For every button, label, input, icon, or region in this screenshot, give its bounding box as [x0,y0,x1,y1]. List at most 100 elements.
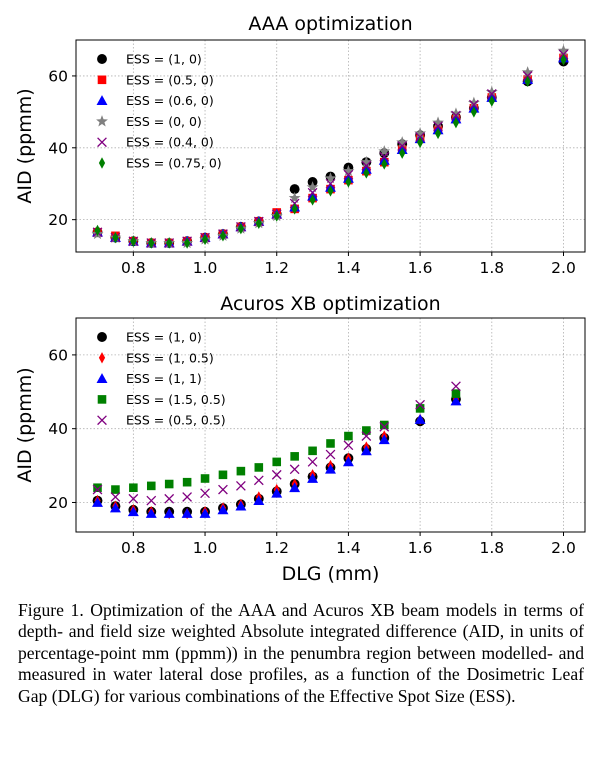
data-point [182,477,192,487]
data-point [379,421,390,432]
data-point [397,141,408,151]
data-point [467,96,480,108]
x-tick-label: 1.2 [264,259,289,277]
data-point [236,466,246,476]
legend-label: ESS = (0.6, 0) [126,93,214,108]
data-point [289,464,300,475]
data-point [164,493,175,504]
data-point [254,463,264,472]
legend-marker [96,95,108,105]
x-axis-label: DLG (mm) [282,563,380,585]
legend: ESS = (1, 0) ESS = (0.5, 0) ESS = (0.6, 0)… [96,52,222,171]
data-point [306,181,319,193]
data-point [362,426,371,435]
data-point [342,164,355,177]
y-tick-label: 40 [48,139,68,157]
legend: ESS = (1, 0) ESS = (1, 0.5) ESS = (1, 1) ES… [96,330,226,428]
data-point [94,224,101,237]
legend-label: ESS = (1, 0) [126,52,202,67]
data-point [379,420,389,430]
data-point [308,446,317,456]
legend-marker [96,373,108,383]
data-point [289,184,300,195]
data-point [343,440,354,451]
data-point [291,203,298,215]
legend-marker [97,332,107,342]
legend-marker [97,75,107,85]
data-point [128,493,139,504]
x-tick-label: 1.4 [336,539,361,557]
data-point [378,145,391,157]
data-point [309,194,316,206]
grid [76,318,585,532]
data-point [163,508,175,518]
data-point [237,222,245,235]
axes-frame [75,317,586,533]
data-point [451,389,461,398]
data-point [381,158,388,170]
legend-marker [96,115,108,127]
y-tick-label: 20 [48,211,68,229]
legend-label: ESS = (1, 0.5) [126,350,214,365]
legend-item: ESS = (1.5, 0.5) [97,392,226,407]
legend-marker [98,352,106,364]
data-point [129,483,138,493]
data-point [327,185,334,197]
series-3 [92,395,462,518]
series-5 [92,381,461,506]
data-point [326,439,335,448]
data-point [560,54,567,66]
data-point [396,136,409,148]
data-point [378,434,390,445]
legend-label: ESS = (0.5, 0.5) [126,413,226,428]
legend-item: ESS = (1, 0) [97,330,202,345]
data-point [130,235,137,247]
legend-item: ESS = (0.75, 0) [98,156,222,171]
legend-item: ESS = (0.5, 0) [97,72,214,87]
legend-item: ESS = (1, 0.5) [98,350,214,365]
data-point [363,167,370,179]
legend-marker [98,157,106,169]
data-point [236,480,246,491]
data-point [146,495,157,506]
data-point [360,155,373,168]
y-tick-label: 20 [48,494,68,512]
legend-marker [97,54,107,64]
data-point [272,457,282,467]
data-point [416,136,424,149]
series-4 [93,389,461,494]
series-6 [94,54,567,249]
x-tick-label: 2.0 [551,259,576,277]
data-point [434,127,442,140]
legend-marker [97,415,107,426]
data-point [111,485,120,494]
data-point [148,237,155,249]
data-point [433,121,443,132]
data-point [127,506,139,517]
data-point [469,99,479,110]
legend-item: ESS = (0.6, 0) [96,93,214,108]
x-tick-label: 1.8 [479,539,504,557]
data-point [414,127,427,139]
data-point [307,473,319,483]
legend-item: ESS = (1, 0) [97,52,202,67]
data-point [235,500,247,511]
data-point [181,508,193,518]
data-point [271,469,282,480]
legend-item: ESS = (0, 0) [96,114,202,129]
data-point [307,187,318,198]
data-point [182,492,192,502]
data-point [218,470,228,480]
x-tick-label: 0.8 [121,539,146,557]
chart-title: AAA optimization [248,13,412,35]
data-point [109,502,121,513]
legend-item: ESS = (0.5, 0.5) [97,413,226,428]
y-tick-label: 60 [48,67,68,85]
legend-item: ESS = (1, 1) [96,371,202,386]
legend-label: ESS = (1, 1) [126,371,202,386]
y-axis-label: AID (ppmm) [14,88,36,203]
chart-panel-2: 0.8 1.0 1.2 1.4 1.6 1.8 2.0 20 40 60 Acuros XB opt… [14,293,586,585]
data-point [470,106,478,118]
data-point [146,481,156,491]
data-point [92,497,103,507]
